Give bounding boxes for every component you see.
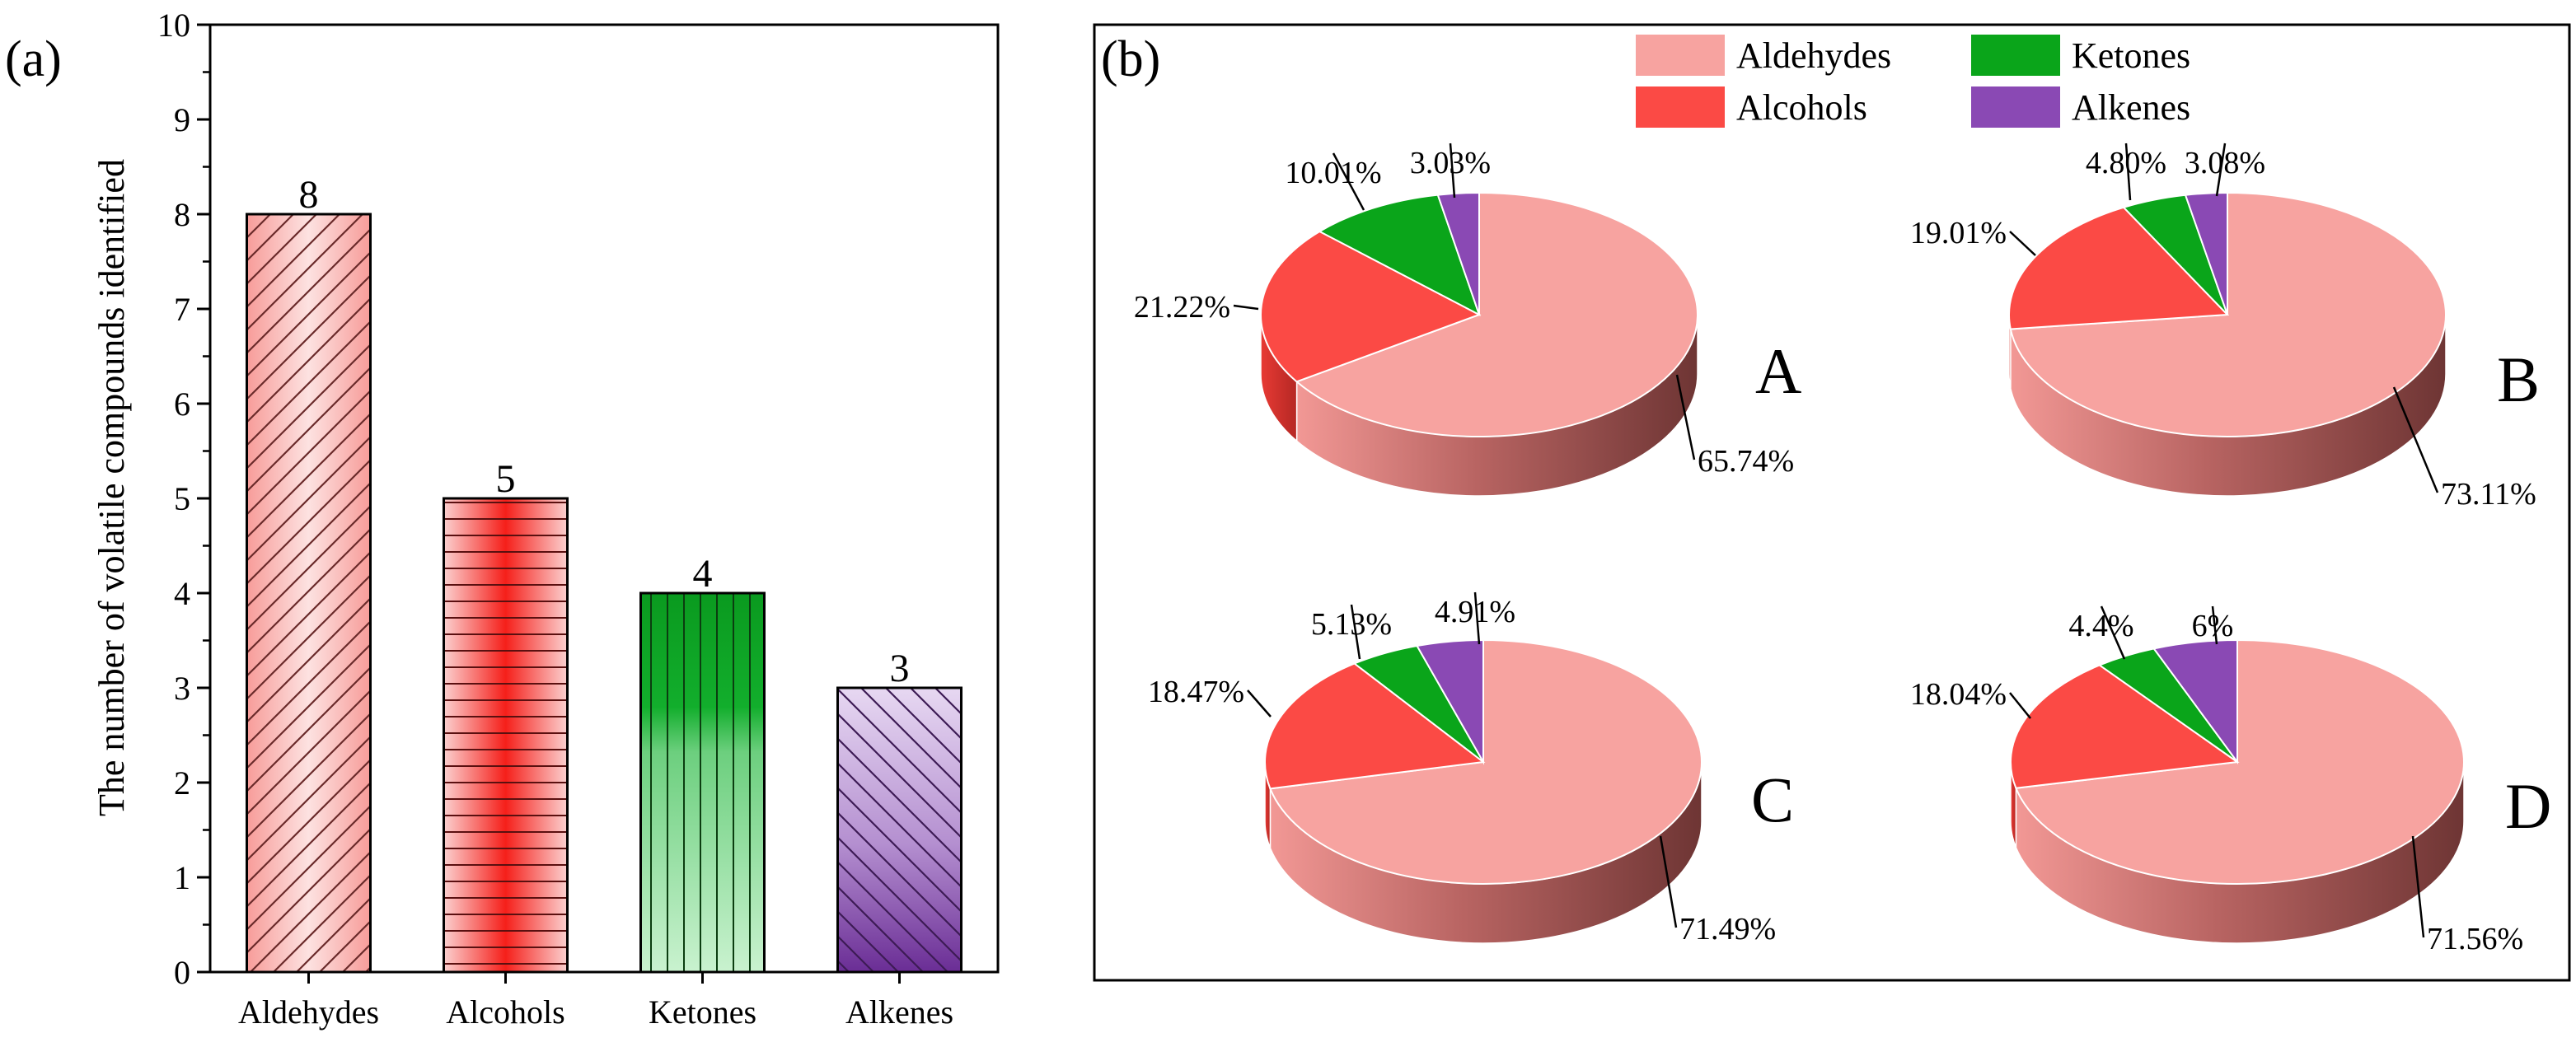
pie-D-slice-alcohols: [2010, 664, 2240, 789]
x-axis-categories: Aldehydes Alcohols Ketones Alkenes: [238, 972, 953, 1031]
y-tick-label: 3: [174, 670, 190, 707]
bar-value-label: 4: [693, 552, 713, 596]
pie-B-label-alkenes: 3.08%: [2185, 146, 2265, 180]
pie-B-title: B: [2497, 344, 2540, 415]
pie-A-leader-line: [1449, 143, 1456, 199]
legend-swatch-alkenes: [1971, 86, 2060, 128]
pie-C-title: C: [1751, 764, 1794, 835]
legend-label-ketones: Ketones: [2072, 35, 2190, 76]
pie-panel-frame: [1093, 23, 2571, 982]
bar-alkenes-hatch: [837, 688, 962, 972]
pie-B-leader-line: [2124, 143, 2132, 201]
x-category-label: Alkenes: [845, 993, 953, 1031]
pie-C-leader-line: [1659, 835, 1678, 928]
bar-ketones-hatch: [640, 593, 765, 972]
bar-plot-frame: [208, 23, 1000, 974]
legend-label-alkenes: Alkenes: [2072, 87, 2190, 128]
pie-B-label-ketones: 4.80%: [2086, 146, 2166, 180]
pie-D-slice-alkenes: [2152, 638, 2238, 765]
x-category-label: Alcohols: [446, 993, 564, 1031]
bar-aldehydes-hatch: [246, 214, 371, 972]
pies: 65.74% 21.22% 10.01% 3.03% A 73.11% 19.01% 4.80…: [1134, 143, 2551, 956]
pie-C: 71.49% 18.47% 5.13% 4.91% C: [1148, 591, 1794, 947]
y-tick-label: 10: [157, 7, 190, 44]
pie-C-label-alcohols: 18.47%: [1148, 675, 1244, 709]
pie-D-label-alcohols: 18.04%: [1910, 677, 2007, 712]
legend-label-aldehydes: Aldehydes: [1736, 35, 1891, 76]
y-tick-label: 5: [174, 480, 190, 517]
pie-C-slice-aldehydes: [1269, 638, 1703, 885]
pie-A-label-alcohols: 21.22%: [1134, 290, 1230, 325]
pie-B-label-aldehydes: 73.11%: [2441, 477, 2536, 512]
bar-value-label: 5: [496, 457, 516, 501]
pie-A-label-ketones: 10.01%: [1285, 156, 1381, 190]
pie-A-leader-line: [1233, 304, 1259, 311]
y-tick-label: 8: [174, 196, 190, 233]
pie-B-leader-line: [2215, 143, 2227, 197]
y-tick-label: 7: [174, 291, 190, 328]
pie-B-slice-alcohols: [2008, 206, 2230, 330]
y-axis-title: The number of volatile compounds identif…: [91, 159, 132, 816]
legend-label-alcohols: Alcohols: [1736, 87, 1867, 128]
y-tick-label: 9: [174, 101, 190, 138]
bar-value-label: 8: [299, 173, 319, 217]
y-axis-ticks: 0 1 2 3 4 5 6 7 8 9 10: [157, 7, 210, 991]
pie-A-slice-aldehydes: [1295, 191, 1698, 437]
pie-A-slice-ketones: [1318, 194, 1481, 317]
pie-D-label-alkenes: 6%: [2192, 609, 2234, 643]
pie-D-leader-line: [2009, 692, 2031, 719]
pie-A-leader-line: [1675, 374, 1696, 460]
pie-C-leader-line: [1473, 591, 1481, 645]
pie-B-slice-alkenes: [2184, 191, 2228, 316]
panel-a-label: (a): [5, 31, 62, 87]
legend-swatch-ketones: [1971, 35, 2060, 76]
pie-D: 71.56% 18.04% 4.4% 6% D: [1910, 605, 2551, 956]
y-tick-label: 4: [174, 575, 190, 612]
panel-b-label: (b): [1101, 31, 1160, 87]
bar-alcohols-hatch: [443, 498, 568, 972]
bar-value-label: 3: [890, 647, 910, 690]
pie-A-slice-alcohols: [1260, 230, 1482, 383]
x-category-label: Ketones: [649, 993, 756, 1031]
pie-A-label-aldehydes: 65.74%: [1698, 444, 1794, 479]
x-category-label: Aldehydes: [238, 993, 379, 1031]
legend: Aldehydes Alcohols Ketones Alkenes: [1636, 35, 2190, 128]
pie-C-label-aldehydes: 71.49%: [1679, 912, 1776, 947]
pie-D-label-aldehydes: 71.56%: [2427, 922, 2523, 956]
pie-C-slice-alcohols: [1264, 662, 1486, 790]
pie-A-slice-alkenes: [1436, 191, 1480, 316]
pie-B: 73.11% 19.01% 4.80% 3.08% B: [1910, 143, 2540, 512]
legend-swatch-alcohols: [1636, 86, 1725, 128]
pie-D-leader-line: [2211, 605, 2218, 645]
pie-A: 65.74% 21.22% 10.01% 3.03% A: [1134, 143, 1801, 497]
pie-charts-panel: (b) Aldehydes Alcohols Ketones Alkenes 65.7…: [1093, 23, 2571, 982]
pie-C-slice-alkenes: [1415, 638, 1484, 765]
pie-A-leader-line: [1332, 152, 1365, 211]
pie-C-leader-line: [1350, 604, 1361, 660]
pie-B-leader-line: [2392, 386, 2439, 493]
pie-A-label-alkenes: 3.03%: [1410, 146, 1491, 180]
pie-D-leader-line: [2411, 835, 2425, 938]
y-tick-label: 0: [174, 954, 190, 991]
bar-chart-panel: (a) The number of volatile compounds ide…: [5, 7, 1000, 1031]
pie-C-leader-line: [1247, 689, 1272, 717]
y-tick-label: 6: [174, 386, 190, 423]
pie-B-leader-line: [2009, 231, 2036, 256]
pie-D-title: D: [2505, 770, 2551, 842]
bars: 8 5 4 3: [246, 173, 962, 974]
y-tick-label: 2: [174, 764, 190, 802]
pie-B-label-alcohols: 19.01%: [1910, 216, 2007, 250]
y-tick-label: 1: [174, 859, 190, 896]
legend-swatch-aldehydes: [1636, 35, 1725, 76]
pie-D-label-ketones: 4.4%: [2068, 609, 2133, 643]
pie-C-label-alkenes: 4.91%: [1435, 595, 1515, 629]
pie-C-label-ketones: 5.13%: [1311, 607, 1392, 642]
pie-D-leader-line: [2100, 605, 2126, 660]
pie-A-title: A: [1755, 335, 1801, 407]
